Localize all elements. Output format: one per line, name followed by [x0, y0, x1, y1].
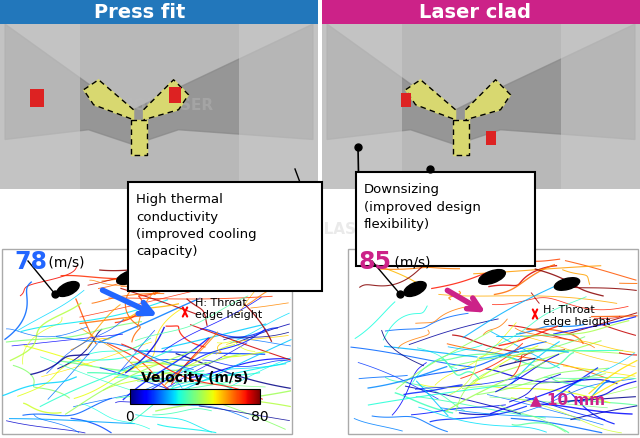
Polygon shape — [327, 25, 635, 145]
Text: HIGHLASER: HIGHLASER — [281, 222, 379, 237]
FancyBboxPatch shape — [128, 183, 322, 291]
Bar — [30, 89, 44, 107]
FancyBboxPatch shape — [356, 173, 535, 266]
Ellipse shape — [479, 270, 506, 285]
Text: Laser clad: Laser clad — [419, 3, 531, 22]
Text: ▲ 10 mm: ▲ 10 mm — [530, 392, 605, 406]
Bar — [0, 0, 318, 25]
Bar — [561, 25, 640, 190]
Polygon shape — [465, 81, 511, 120]
Text: High thermal
conductivity
(improved cooling
capacity): High thermal conductivity (improved cool… — [136, 193, 257, 258]
Ellipse shape — [116, 270, 143, 285]
Polygon shape — [143, 81, 189, 120]
Bar — [322, 0, 640, 25]
Bar — [0, 25, 79, 190]
Bar — [239, 25, 318, 190]
Polygon shape — [406, 81, 456, 120]
Text: Downsizing
(improved design
flexibility): Downsizing (improved design flexibility) — [364, 183, 481, 230]
Bar — [168, 88, 180, 103]
Text: (m/s): (m/s) — [390, 254, 431, 268]
Polygon shape — [5, 25, 313, 145]
Text: 0: 0 — [125, 409, 134, 423]
Ellipse shape — [193, 278, 218, 291]
Ellipse shape — [57, 282, 79, 297]
Bar — [2, 249, 292, 434]
Polygon shape — [131, 120, 147, 155]
Polygon shape — [84, 81, 134, 120]
Text: H: Throat
edge height: H: Throat edge height — [195, 297, 262, 319]
Bar — [318, 0, 322, 438]
Bar — [348, 249, 638, 434]
Text: (m/s): (m/s) — [44, 254, 84, 268]
Text: 85: 85 — [358, 249, 391, 273]
Text: HIGHLASER: HIGHLASER — [116, 97, 214, 112]
Text: H: Throat
edge height: H: Throat edge height — [543, 304, 611, 326]
Bar — [401, 94, 411, 107]
Text: 78: 78 — [14, 249, 47, 273]
Bar — [322, 25, 640, 190]
Polygon shape — [452, 120, 468, 155]
Text: HIGHLASER: HIGHLASER — [431, 212, 529, 227]
Text: Velocity (m/s): Velocity (m/s) — [141, 370, 249, 384]
Bar — [0, 25, 318, 190]
Bar — [486, 131, 495, 145]
Bar — [322, 25, 401, 190]
Text: Press fit: Press fit — [94, 3, 186, 22]
Ellipse shape — [404, 282, 426, 297]
Bar — [130, 389, 260, 404]
Text: 80: 80 — [251, 409, 269, 423]
Ellipse shape — [554, 278, 580, 291]
